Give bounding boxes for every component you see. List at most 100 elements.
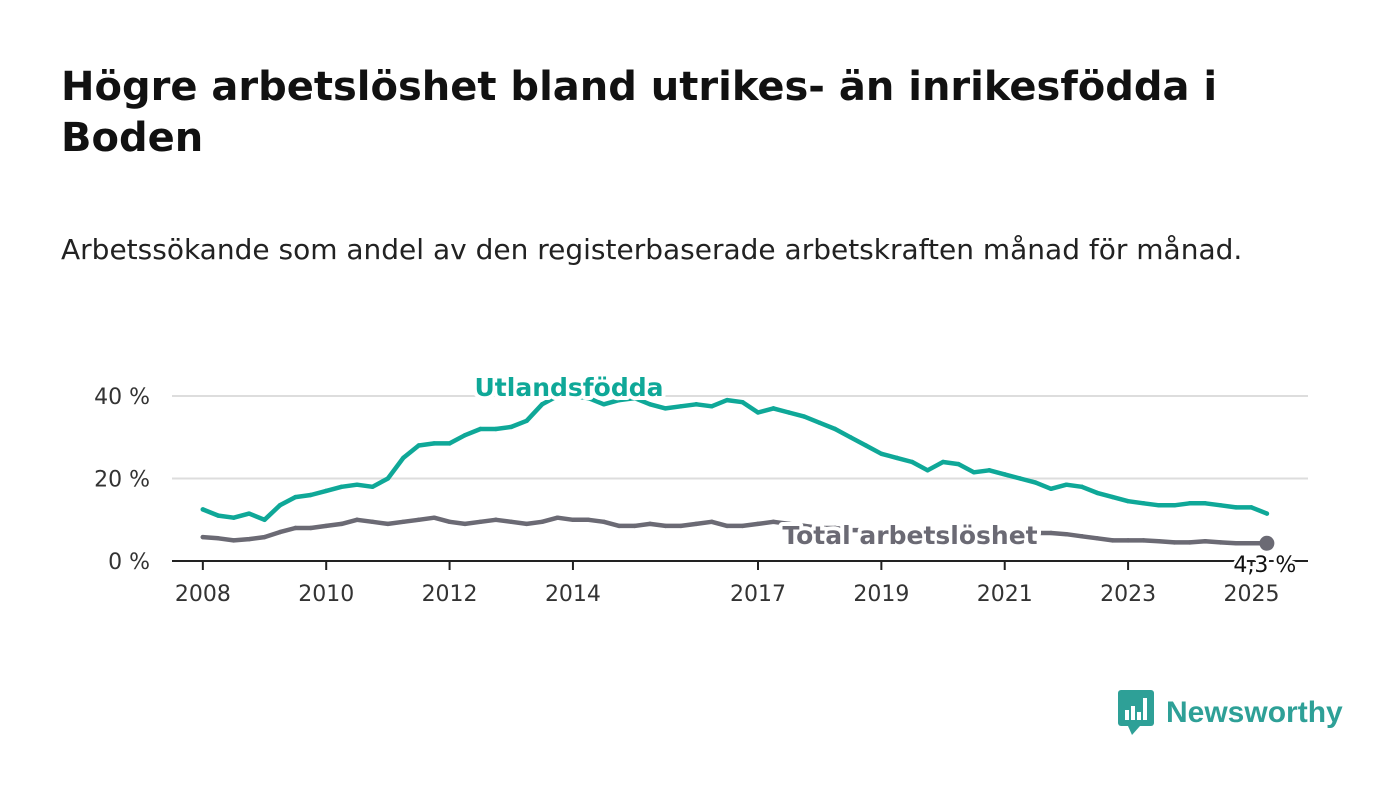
data-point-utlandsfodda — [632, 395, 637, 401]
data-point-total — [308, 525, 313, 531]
data-point-utlandsfodda — [863, 443, 869, 448]
data-point-utlandsfodda — [1172, 503, 1177, 508]
data-point-utlandsfodda — [370, 484, 375, 489]
data-point-utlandsfodda — [909, 459, 915, 465]
data-point-total — [1095, 536, 1100, 541]
data-point-utlandsfodda — [200, 507, 206, 512]
data-point-utlandsfodda — [802, 414, 807, 419]
data-point-utlandsfodda — [709, 404, 714, 409]
data-point-utlandsfodda — [493, 426, 499, 432]
data-point-total — [956, 529, 961, 535]
x-tick-label: 2012 — [422, 582, 478, 607]
data-point-total — [694, 521, 699, 527]
data-point-total — [879, 529, 884, 535]
data-point-utlandsfodda — [817, 420, 822, 426]
data-point-utlandsfodda — [617, 397, 622, 403]
data-point-utlandsfodda — [1249, 505, 1254, 510]
data-point-total — [971, 530, 977, 536]
data-point-total — [709, 519, 714, 525]
x-tick-label: 2010 — [298, 582, 354, 607]
data-point-total — [1156, 539, 1162, 544]
data-point-total — [1048, 530, 1054, 536]
data-point-utlandsfodda — [509, 424, 514, 430]
data-point-utlandsfodda — [231, 515, 236, 520]
chart-title: Högre arbetslöshet bland utrikes- än inr… — [61, 64, 1218, 161]
data-point-total — [447, 519, 452, 525]
data-point-utlandsfodda — [956, 461, 961, 467]
data-point-utlandsfodda — [401, 455, 406, 461]
data-point-utlandsfodda — [1218, 503, 1223, 508]
x-tick-label: 2025 — [1223, 582, 1279, 607]
data-point-utlandsfodda — [740, 399, 745, 405]
data-point-utlandsfodda — [431, 441, 437, 446]
x-tick-label: 2023 — [1100, 582, 1156, 607]
data-point-utlandsfodda — [293, 494, 298, 500]
data-point-total — [678, 523, 684, 529]
bar-chart-speech-bubble-icon — [1118, 690, 1154, 735]
data-point-utlandsfodda — [1202, 501, 1208, 506]
data-point-total — [987, 530, 992, 536]
data-point-total — [462, 521, 468, 527]
data-point-utlandsfodda — [462, 432, 468, 438]
x-tick-label: 2021 — [977, 582, 1033, 607]
end-value-label: 4,3 % — [1233, 553, 1296, 578]
data-point-total — [802, 523, 807, 529]
data-point-utlandsfodda — [678, 404, 684, 409]
brand-logo: Newsworthy — [1118, 690, 1343, 736]
data-point-utlandsfodda — [246, 511, 252, 516]
data-point-utlandsfodda — [940, 459, 946, 465]
data-point-utlandsfodda — [1017, 476, 1023, 481]
data-point-total — [431, 515, 437, 520]
data-point-utlandsfodda — [694, 402, 699, 407]
data-point-utlandsfodda — [894, 455, 899, 461]
data-point-utlandsfodda — [570, 393, 576, 399]
data-point-total — [246, 536, 252, 542]
data-point-total — [740, 523, 745, 529]
data-point-total — [909, 530, 915, 536]
data-point-utlandsfodda — [1064, 482, 1069, 487]
data-point-utlandsfodda — [447, 441, 452, 446]
data-point-utlandsfodda — [262, 517, 267, 522]
data-point-utlandsfodda — [539, 402, 545, 407]
data-point-total — [354, 517, 360, 522]
x-tick-label: 2008 — [175, 582, 231, 607]
data-point-total — [724, 523, 730, 529]
data-point-total — [771, 519, 776, 525]
y-tick-label: 0 % — [108, 550, 150, 575]
line-chart: 0 % 20 % 40 % 2008 2010 2012 2014 2017 2019 2021 2… — [94, 373, 1308, 607]
data-point-total — [216, 536, 221, 541]
data-point-total — [601, 519, 606, 525]
data-point-total — [478, 519, 483, 525]
data-point-total — [324, 523, 329, 529]
data-point-total — [1218, 540, 1223, 545]
data-point-utlandsfodda — [1141, 501, 1146, 506]
data-point-total — [1125, 538, 1131, 543]
data-point-utlandsfodda — [971, 470, 977, 475]
data-point-total — [1233, 541, 1239, 546]
data-point-total — [1002, 530, 1007, 536]
data-point-utlandsfodda — [1095, 490, 1100, 496]
data-point-total — [940, 529, 946, 535]
data-point-utlandsfodda — [601, 402, 606, 407]
data-point-total — [262, 534, 267, 540]
data-point-total — [1064, 531, 1069, 537]
y-tick-label: 40 % — [94, 385, 150, 410]
data-point-utlandsfodda — [339, 484, 344, 489]
end-point-marker — [1259, 535, 1275, 551]
data-point-total — [1202, 539, 1208, 544]
data-point-utlandsfodda — [832, 426, 838, 432]
data-point-utlandsfodda — [1125, 498, 1131, 504]
data-point-utlandsfodda — [586, 395, 591, 401]
data-point-utlandsfodda — [1079, 484, 1085, 489]
x-tick-label: 2019 — [853, 582, 909, 607]
series-label-total: Total arbetslöshet — [782, 521, 1037, 550]
data-point-total — [786, 521, 792, 527]
data-point-utlandsfodda — [1156, 503, 1162, 508]
data-point-utlandsfodda — [1033, 480, 1038, 485]
x-tick-label: 2014 — [545, 582, 601, 607]
data-point-total — [663, 523, 668, 529]
data-point-utlandsfodda — [879, 451, 884, 456]
data-point-utlandsfodda — [771, 406, 776, 411]
data-point-total — [1033, 530, 1038, 536]
series-line-total — [200, 515, 1270, 546]
